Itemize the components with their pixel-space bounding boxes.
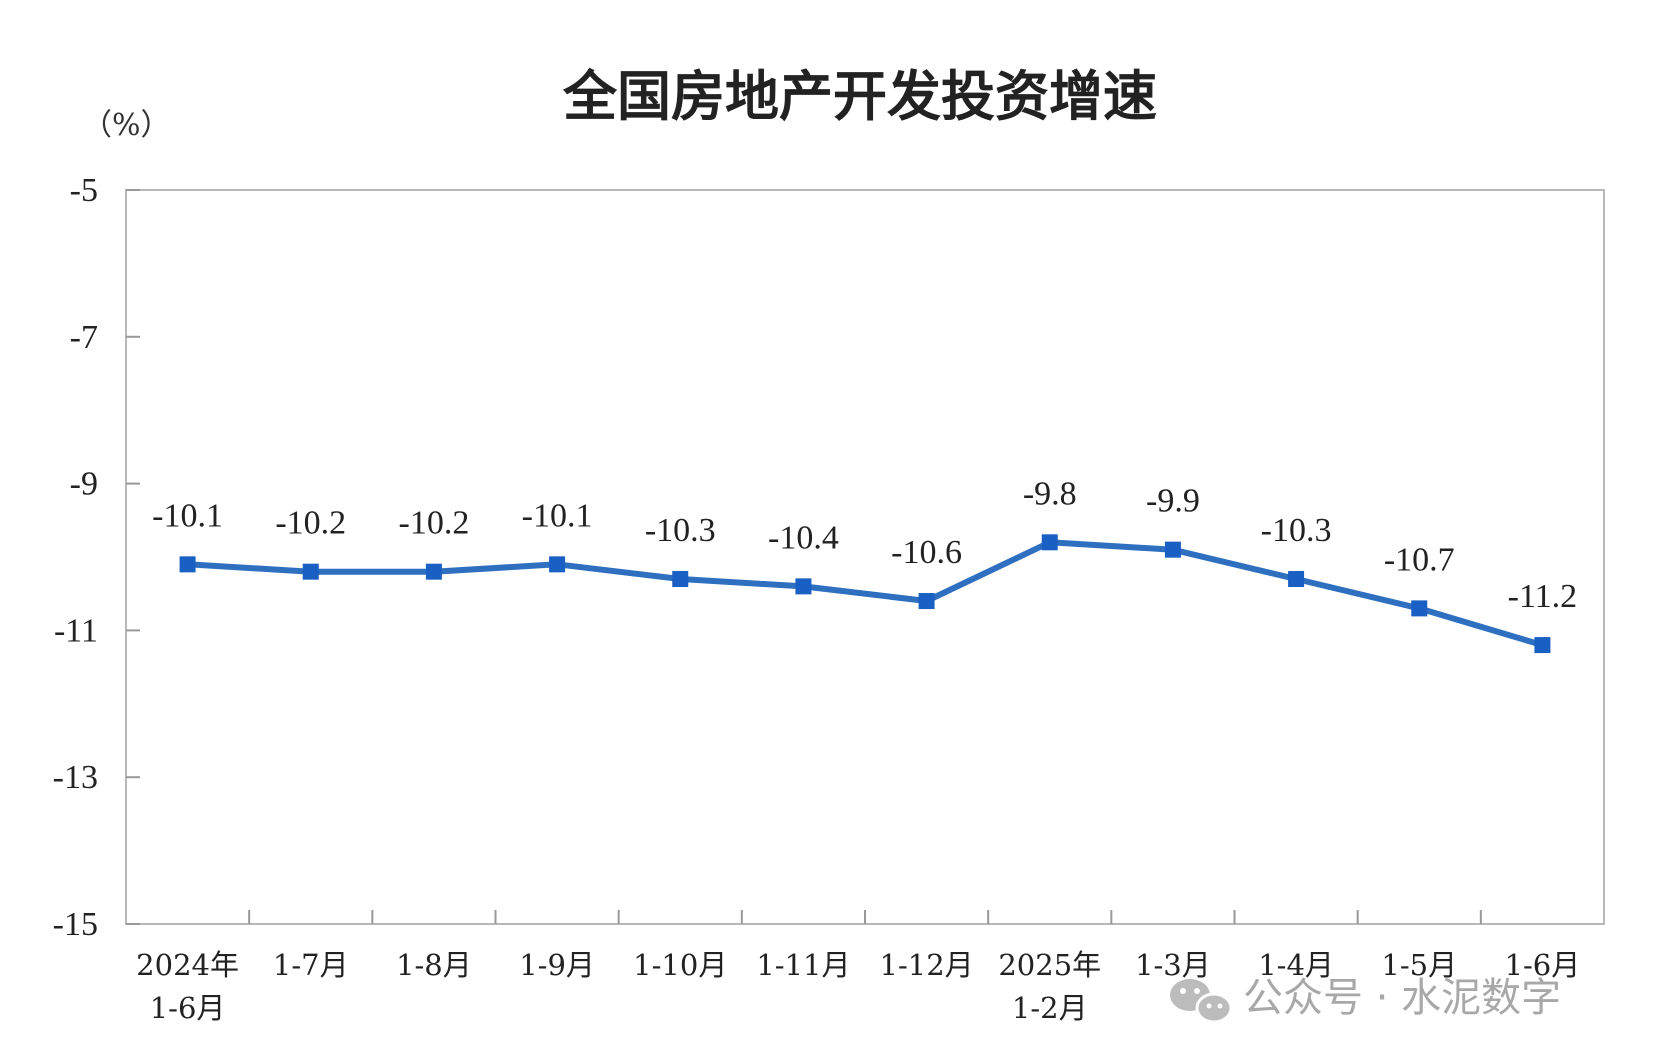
y-tick-label: -9 xyxy=(70,466,98,503)
data-point xyxy=(302,563,319,580)
x-tick-label: 1-12月 xyxy=(880,948,974,982)
data-point xyxy=(795,578,812,595)
x-tick-label: 1-3月 xyxy=(1135,948,1211,982)
data-label: -10.2 xyxy=(275,505,346,542)
data-point xyxy=(1164,541,1181,558)
x-tick-label: 2025年 xyxy=(998,948,1101,982)
y-tick-label: -13 xyxy=(53,759,98,796)
data-point xyxy=(179,556,196,573)
x-tick-label: 1-8月 xyxy=(396,948,472,982)
chart-title: 全国房地产开发投资增速 xyxy=(562,65,1157,128)
x-tick-label: 1-9月 xyxy=(519,948,595,982)
data-label: -10.1 xyxy=(522,497,593,534)
data-label: -9.8 xyxy=(1023,475,1077,512)
data-point xyxy=(1411,600,1428,617)
data-point xyxy=(672,571,689,588)
data-label: -11.2 xyxy=(1508,578,1578,615)
data-point xyxy=(549,556,566,573)
data-labels: -10.1 -10.2 -10.2 -10.1 -10.3 -10.4 -10.6 -9.8 -… xyxy=(152,475,1577,615)
x-tick-label: 1-5月 xyxy=(1381,948,1457,982)
x-tick-label: 1-11月 xyxy=(756,948,850,982)
y-tick-label: -7 xyxy=(70,319,98,356)
wechat-icon xyxy=(1170,979,1233,1024)
data-point xyxy=(1534,637,1551,654)
watermark-text: 公众号 · 水泥数字 xyxy=(1243,975,1561,1021)
y-tick-label: -5 xyxy=(70,172,98,209)
data-label: -10.3 xyxy=(1261,512,1332,549)
data-label: -10.2 xyxy=(399,505,470,542)
data-label: -10.3 xyxy=(645,512,716,549)
x-axis: 2024年 1-6月 1-7月 1-8月 1-9月 1-10月 1-11月 1-12月 2025… xyxy=(136,910,1580,1025)
data-label: -10.7 xyxy=(1384,541,1455,578)
series-line xyxy=(184,539,1546,649)
data-point xyxy=(425,563,442,580)
data-point xyxy=(1041,534,1058,551)
y-tick-label: -15 xyxy=(53,906,98,943)
watermark: 公众号 · 水泥数字 xyxy=(1170,975,1561,1024)
x-tick-label: 1-10月 xyxy=(633,948,727,982)
x-tick-label: 1-6月 xyxy=(1505,948,1581,982)
x-tick-label: 1-2月 xyxy=(1012,991,1088,1025)
y-tick-label: -11 xyxy=(54,612,98,649)
x-tick-label: 2024年 xyxy=(136,948,239,982)
y-axis: -5 -7 -9 -11 -13 -15 xyxy=(53,172,140,943)
x-tick-label: 1-6月 xyxy=(150,991,226,1025)
data-label: -10.4 xyxy=(768,519,839,556)
y-axis-unit: （%） xyxy=(82,108,171,143)
data-label: -10.6 xyxy=(891,534,962,571)
x-tick-label: 1-7月 xyxy=(273,948,349,982)
plot-area xyxy=(125,189,1605,925)
data-label: -10.1 xyxy=(152,497,223,534)
data-point xyxy=(918,593,935,610)
series-markers xyxy=(179,534,1551,654)
x-tick-label: 1-4月 xyxy=(1258,948,1334,982)
data-label: -9.9 xyxy=(1146,483,1200,520)
data-point xyxy=(1288,571,1305,588)
